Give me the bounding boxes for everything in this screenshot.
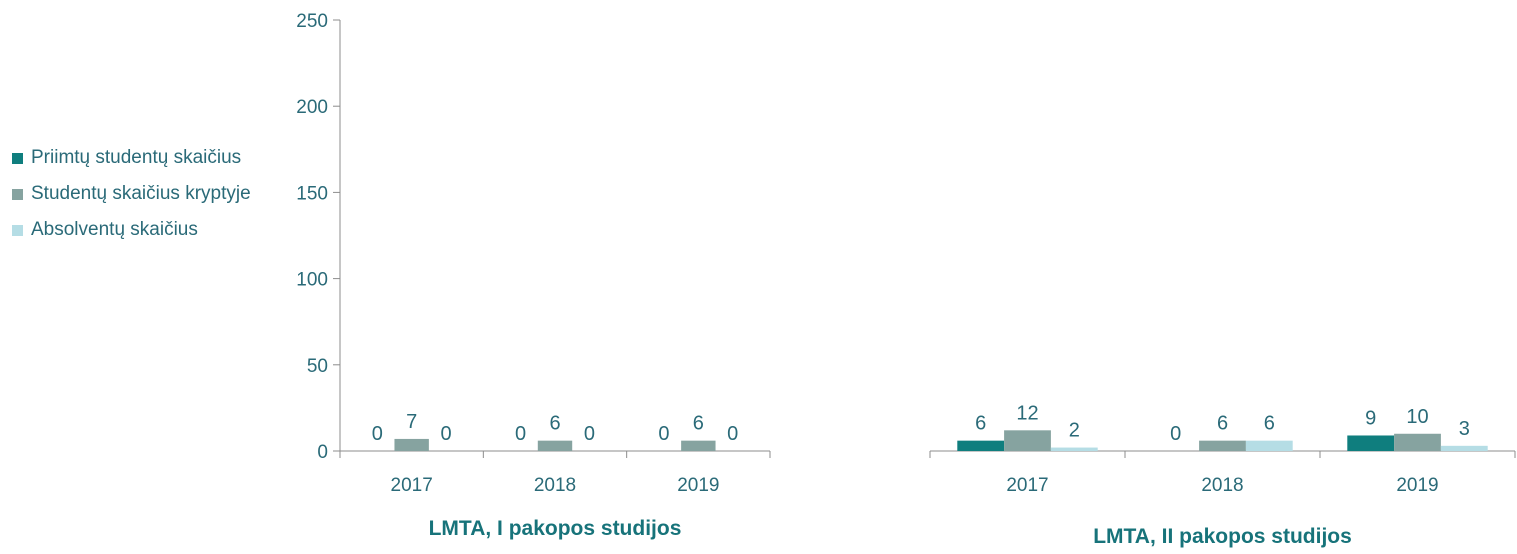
bar-2-2017-series-1: [957, 440, 1005, 451]
bar-1-2019-series-2: [681, 440, 716, 451]
data-label-2-2017-series-2: 12: [1016, 402, 1038, 424]
data-label-2-2017-series-1: 6: [975, 413, 986, 435]
data-label-2-2019-series-1: 9: [1365, 407, 1376, 429]
chart-legend: Priimtų studentų skaičius Studentų skaič…: [12, 144, 262, 252]
bar-2-2017-series-3: [1050, 447, 1098, 451]
panel-title-second-cycle: LMTA, II pakopos studijos: [1093, 525, 1352, 548]
bar-2-2019-series-2: [1394, 433, 1441, 451]
data-label-2-2018-series-2: 6: [1217, 413, 1228, 435]
data-label-1-2019-series-2: 6: [693, 413, 704, 435]
legend-swatch-admitted: [12, 153, 23, 164]
y-tick-label-2: 100: [296, 270, 328, 291]
data-label-1-2019-series-1: 0: [658, 423, 669, 445]
legend-item-admitted: Priimtų studentų skaičius: [12, 144, 262, 172]
y-tick-label-5: 250: [296, 11, 328, 32]
legend-swatch-students: [12, 189, 23, 200]
bar-2-2017-series-2: [1004, 430, 1051, 451]
y-tick-label-0: 0: [317, 442, 328, 463]
data-label-1-2017-series-2: 7: [406, 411, 417, 433]
bar-2-2019-series-3: [1440, 445, 1488, 451]
y-tick-label-4: 200: [296, 97, 328, 118]
legend-item-graduates: Absolventų skaičius: [12, 216, 262, 244]
bar-1-2017-series-2: [394, 438, 429, 451]
panel-title-first-cycle: LMTA, I pakopos studijos: [428, 517, 682, 540]
data-label-2-2018-series-1: 0: [1170, 423, 1181, 445]
data-label-2-2017-series-3: 2: [1069, 420, 1080, 442]
data-label-1-2018-series-3: 0: [584, 423, 595, 445]
y-tick-label-3: 150: [296, 183, 328, 204]
x-tick-label-1-2017: 2017: [391, 475, 433, 496]
data-label-1-2018-series-1: 0: [515, 423, 526, 445]
x-tick-label-1-2018: 2018: [534, 475, 576, 496]
legend-label-admitted: Priimtų studentų skaičius: [31, 147, 242, 168]
bar-2-2018-series-2: [1199, 440, 1246, 451]
x-tick-label-2-2017: 2017: [1006, 475, 1048, 496]
data-label-1-2017-series-3: 0: [441, 423, 452, 445]
bar-1-2018-series-2: [537, 440, 573, 451]
y-tick-label-1: 50: [307, 356, 328, 377]
data-label-1-2019-series-3: 0: [727, 423, 738, 445]
x-tick-label-2-2019: 2019: [1396, 475, 1438, 496]
data-label-1-2017-series-1: 0: [372, 423, 383, 445]
data-label-2-2018-series-3: 6: [1264, 413, 1275, 435]
data-label-2-2019-series-3: 3: [1459, 418, 1470, 440]
legend-item-students: Studentų skaičius kryptyje: [12, 180, 262, 208]
legend-label-graduates: Absolventų skaičius: [31, 219, 198, 240]
data-label-1-2018-series-2: 6: [549, 413, 560, 435]
bar-2-2019-series-1: [1347, 435, 1395, 451]
bar-2-2018-series-3: [1245, 440, 1293, 451]
x-tick-label-2-2018: 2018: [1201, 475, 1243, 496]
legend-swatch-graduates: [12, 225, 23, 236]
x-tick-label-1-2019: 2019: [677, 475, 719, 496]
legend-label-students: Studentų skaičius kryptyje: [31, 183, 251, 204]
data-label-2-2019-series-2: 10: [1406, 406, 1428, 428]
